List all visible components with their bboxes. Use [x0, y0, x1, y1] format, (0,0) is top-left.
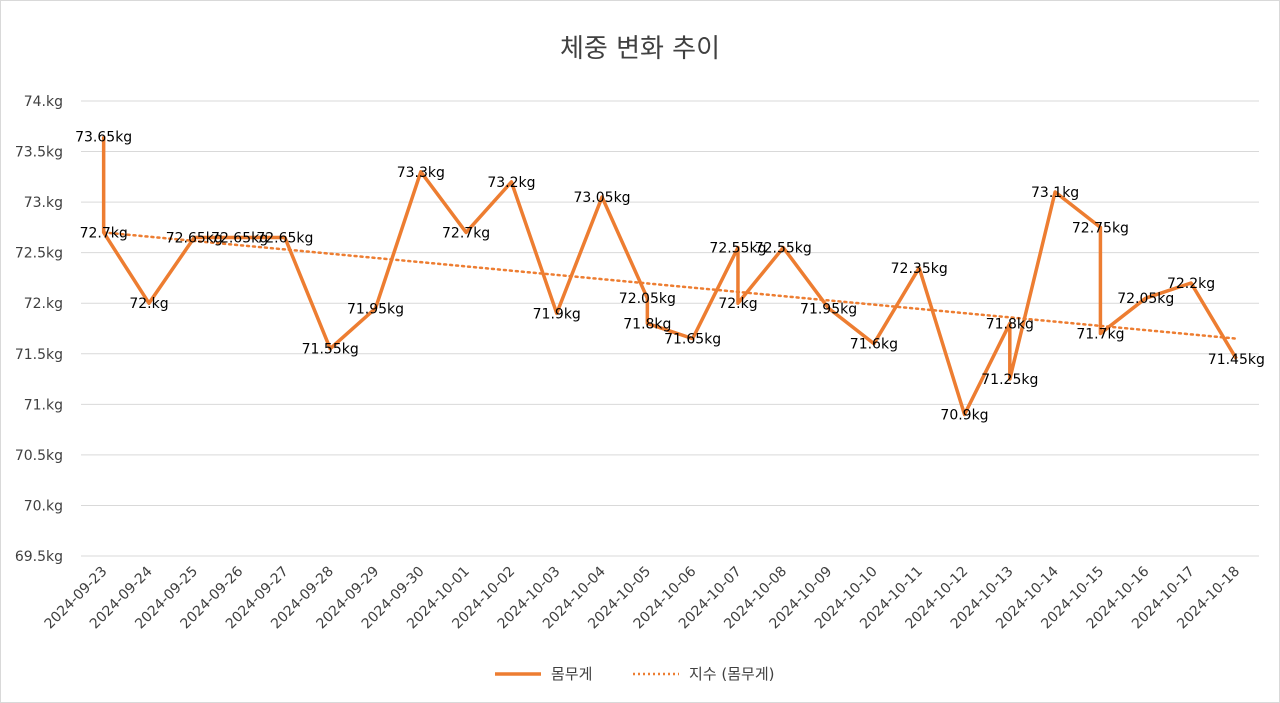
data-label: 71.7kg: [1076, 327, 1124, 343]
trendline: [102, 231, 1238, 340]
y-tick-label: 72.5kg: [15, 246, 63, 262]
data-label: 72.2kg: [1167, 276, 1215, 292]
y-tick-label: 74.kg: [24, 94, 63, 110]
series-line: [101, 136, 1238, 417]
data-label: 72.35kg: [891, 261, 948, 277]
y-tick-label: 73.5kg: [15, 145, 63, 161]
data-label: 73.2kg: [487, 175, 535, 191]
data-label: 71.65kg: [664, 332, 721, 348]
data-label: 72.75kg: [1072, 220, 1129, 236]
legend-label-series[interactable]: 몸무게: [551, 665, 592, 683]
data-label: 71.8kg: [986, 316, 1034, 332]
data-label: 70.9kg: [940, 407, 988, 423]
gridlines: [81, 100, 1259, 557]
chart-title: 체중 변화 추이: [560, 34, 720, 64]
data-label: 71.45kg: [1208, 352, 1265, 368]
data-label: 72.kg: [129, 296, 168, 312]
y-tick-label: 70.kg: [24, 498, 63, 514]
data-label: 72.65kg: [166, 231, 223, 247]
y-tick-label: 71.5kg: [15, 347, 63, 363]
data-label: 72.kg: [718, 296, 757, 312]
y-tick-label: 69.5kg: [15, 549, 63, 565]
x-axis-ticks: 2024-09-232024-09-242024-09-252024-09-26…: [42, 563, 1244, 632]
data-label: 72.05kg: [1117, 291, 1174, 307]
data-label: 73.65kg: [75, 129, 132, 145]
data-label: 72.55kg: [755, 241, 812, 257]
data-label: 71.95kg: [347, 301, 404, 317]
y-tick-label: 70.5kg: [15, 448, 63, 464]
data-label: 71.8kg: [623, 316, 671, 332]
y-axis-ticks: 74.kg 73.5kg 73.kg 72.5kg 72.kg 71.5kg 71.kg 70…: [15, 94, 63, 565]
data-label: 71.95kg: [800, 301, 857, 317]
data-label: 72.65kg: [211, 231, 268, 247]
data-label: 73.3kg: [397, 165, 445, 181]
data-label: 71.25kg: [981, 372, 1038, 388]
legend-label-trend[interactable]: 지수 (몸무게): [689, 665, 774, 683]
data-label: 71.9kg: [533, 306, 581, 322]
y-tick-label: 71.kg: [24, 397, 63, 413]
data-labels: 73.65kg72.7kg72.kg72.65kg72.65kg72.65kg7…: [75, 129, 1265, 423]
data-label: 73.1kg: [1031, 185, 1079, 201]
y-tick-label: 73.kg: [24, 195, 63, 211]
data-label: 72.55kg: [709, 241, 766, 257]
data-label: 71.6kg: [850, 337, 898, 353]
data-label: 72.05kg: [619, 291, 676, 307]
data-label: 72.7kg: [80, 225, 128, 241]
trendline-path: [102, 231, 1238, 340]
legend[interactable]: 몸무게 지수 (몸무게): [495, 665, 774, 683]
series-line-path: [101, 136, 1238, 417]
data-label: 71.55kg: [302, 342, 359, 358]
y-tick-label: 72.kg: [24, 296, 63, 312]
data-label: 72.65kg: [256, 231, 313, 247]
data-label: 73.05kg: [573, 190, 630, 206]
data-label: 72.7kg: [442, 225, 490, 241]
